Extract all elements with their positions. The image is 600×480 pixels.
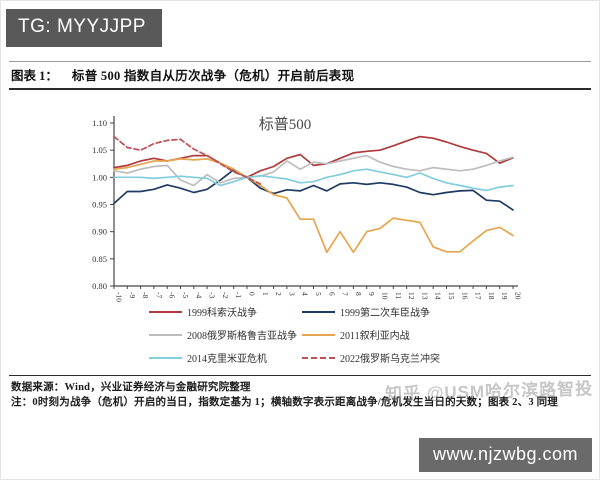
svg-text:-7: -7 [154, 292, 163, 298]
data-source-note: 数据来源：Wind，兴业证券经济与金融研究院整理 [11, 382, 251, 393]
svg-text:8: 8 [354, 292, 363, 296]
svg-text:2: 2 [274, 292, 283, 296]
svg-text:0.90: 0.90 [92, 227, 107, 237]
svg-text:19: 19 [500, 292, 509, 300]
chart-note: 注：0时刻为战争（危机）开启的当日，指数定基为 1；横轴数字表示距离战争/危机发… [11, 397, 558, 408]
svg-text:6: 6 [327, 292, 336, 296]
legend-label: 1999科索沃战争 [187, 308, 257, 319]
legend-line-swatch [302, 333, 335, 336]
chart-area: 0.80 0.85 0.90 0.95 1.00 1.05 1.10 -10 -9 -8 -7 -6-… [1, 96, 599, 311]
svg-text:-4: -4 [194, 292, 203, 298]
svg-text:17: 17 [474, 292, 483, 300]
legend-label: 1999第二次车臣战争 [340, 308, 430, 319]
svg-text:-2: -2 [221, 292, 230, 298]
svg-text:14: 14 [434, 292, 443, 300]
figure-label: 图表 1： [11, 69, 58, 83]
legend-item: 2022俄罗斯乌克兰冲突 [302, 350, 440, 365]
figure-titlebar: 图表 1： 标普 500 指数自从历次战争（危机）开启前后表现 [9, 61, 591, 90]
svg-text:13: 13 [420, 292, 429, 300]
svg-text:1: 1 [261, 292, 270, 296]
svg-text:-3: -3 [208, 292, 217, 298]
svg-text:18: 18 [487, 292, 496, 300]
svg-text:0.85: 0.85 [92, 254, 107, 264]
figure-title: 标普 500 指数自从历次战争（危机）开启前后表现 [71, 69, 355, 83]
legend-label: 2011叙利亚内战 [340, 331, 410, 342]
legend-label: 2014克里米亚危机 [187, 354, 267, 365]
svg-text:11: 11 [394, 292, 403, 299]
figure-footnotes: 数据来源：Wind，兴业证券经济与金融研究院整理 注：0时刻为战争（危机）开启的… [11, 380, 593, 410]
svg-text:-8: -8 [141, 292, 150, 298]
legend-item: 1999科索沃战争 [149, 304, 302, 319]
svg-text:1.05: 1.05 [92, 145, 107, 155]
website-banner: www.njzwbg.com [418, 438, 592, 472]
legend-label: 2008俄罗斯格鲁吉亚战争 [187, 331, 297, 342]
svg-text:1.00: 1.00 [92, 172, 107, 182]
legend-item: 2011叙利亚内战 [302, 327, 440, 342]
tg-badge: TG: MYYJJPP [6, 9, 162, 47]
svg-text:1.10: 1.10 [92, 118, 107, 128]
svg-text:15: 15 [447, 292, 456, 300]
svg-text:9: 9 [367, 292, 376, 296]
svg-text:0.80: 0.80 [92, 281, 107, 291]
legend-item: 1999第二次车臣战争 [302, 304, 440, 319]
svg-text:7: 7 [341, 292, 350, 296]
svg-text:-6: -6 [168, 292, 177, 298]
chart-legend: 1999科索沃战争 1999第二次车臣战争 2008俄罗斯格鲁吉亚战争 2011… [149, 304, 440, 365]
svg-text:16: 16 [460, 292, 469, 300]
svg-text:12: 12 [407, 292, 416, 300]
footer-divider [9, 375, 591, 376]
svg-text:4: 4 [301, 292, 310, 296]
svg-text:0.95: 0.95 [92, 200, 107, 210]
svg-text:3: 3 [287, 292, 296, 296]
sp500-chart: 0.800.850.900.951.001.051.10-10 -9 -8 -7 -6-… [92, 116, 523, 302]
legend-line-swatch [149, 310, 182, 313]
legend-line-swatch [149, 333, 182, 336]
legend-label: 2022俄罗斯乌克兰冲突 [340, 354, 440, 365]
svg-text:5: 5 [314, 292, 323, 296]
svg-text:-5: -5 [181, 292, 190, 298]
svg-text:-1: -1 [234, 292, 243, 298]
legend-item: 2014克里米亚危机 [149, 350, 302, 365]
svg-text:0: 0 [248, 292, 257, 296]
svg-text:-9: -9 [128, 292, 137, 298]
svg-text:20: 20 [514, 292, 523, 300]
legend-line-swatch [302, 356, 335, 359]
svg-text:标普500: 标普500 [259, 116, 312, 133]
svg-text:-10: -10 [115, 292, 124, 302]
legend-line-swatch [149, 356, 182, 359]
legend-item: 2008俄罗斯格鲁吉亚战争 [149, 327, 302, 342]
legend-line-swatch [302, 310, 335, 313]
svg-text:10: 10 [381, 292, 390, 300]
